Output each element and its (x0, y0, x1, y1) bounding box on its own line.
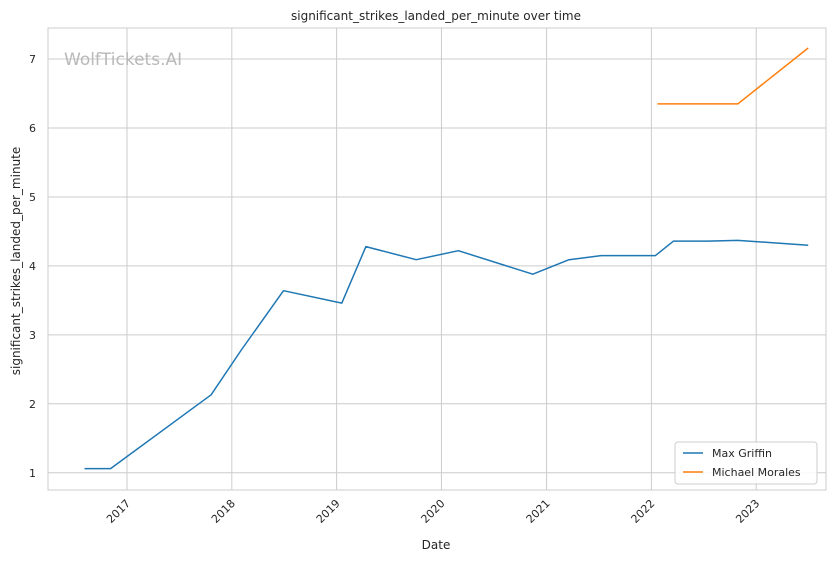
watermark-text: WolfTickets.AI (64, 50, 182, 70)
x-tick-label: 2022 (629, 497, 658, 526)
y-tick-label: 1 (29, 467, 36, 480)
y-tick-label: 3 (29, 329, 36, 342)
legend-label: Max Griffin (712, 447, 772, 460)
x-tick-label: 2021 (524, 497, 553, 526)
series-lines (84, 47, 809, 470)
series-line-max-griffin (84, 239, 809, 470)
series-line-michael-morales (657, 47, 809, 105)
x-tick-label: 2017 (104, 497, 133, 526)
y-tick-label: 4 (29, 260, 36, 273)
grid (48, 28, 826, 490)
x-tick-label: 2020 (419, 497, 448, 526)
x-tick-label: 2023 (733, 497, 762, 526)
plot-frame (47, 27, 827, 491)
x-axis-title: Date (422, 538, 451, 552)
legend-label: Michael Morales (712, 466, 801, 479)
y-axis-title: significant_strikes_landed_per_minute (9, 147, 23, 376)
x-tick-label: 2019 (314, 497, 343, 526)
y-tick-label: 6 (29, 122, 36, 135)
tick-labels: 2017 2018 2019 2020 2021 2022 2023 1 2 3 4 5 6 7 (29, 53, 762, 526)
x-tick-label: 2018 (209, 497, 238, 526)
chart-title: significant_strikes_landed_per_minute ov… (291, 9, 581, 23)
y-tick-label: 2 (29, 398, 36, 411)
y-tick-label: 7 (29, 53, 36, 66)
legend: Max Griffin Michael Morales (674, 441, 818, 485)
y-tick-label: 5 (29, 191, 36, 204)
legend-box (674, 441, 818, 485)
